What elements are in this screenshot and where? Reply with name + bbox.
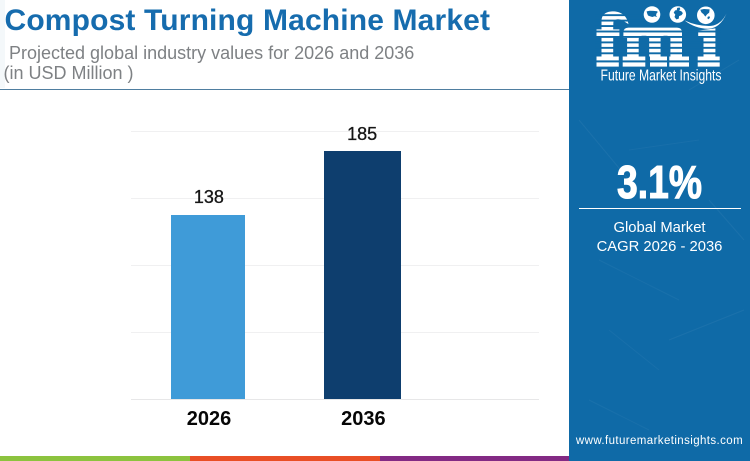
svg-text:Future Market Insights: Future Market Insights xyxy=(601,67,722,85)
